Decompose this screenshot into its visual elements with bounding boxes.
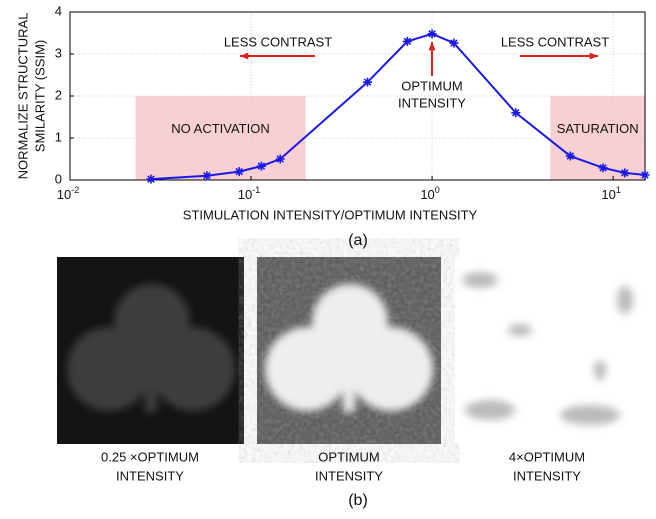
shaded-region [550, 96, 645, 180]
x-tick-base: 10 [57, 187, 71, 202]
marker [640, 170, 650, 180]
marker [234, 167, 244, 177]
x-tick-label: 101 [601, 185, 620, 202]
x-tick-label: 10-2 [57, 185, 79, 202]
marker [363, 77, 373, 87]
marker [565, 151, 575, 161]
y-tick-label: 0 [55, 171, 62, 186]
plot-frame [69, 11, 646, 181]
marker [598, 163, 608, 173]
annotation: LESS CONTRAST [501, 34, 609, 49]
y-axis-label: SMILARITY (SSIM) [32, 40, 47, 152]
marker [275, 154, 285, 164]
x-tick-base: 10 [238, 187, 252, 202]
x-tick-exponent: -2 [71, 185, 79, 195]
y-axis-label: NORMALIZE STRUCTURAL [15, 13, 30, 180]
image-1 [57, 257, 244, 444]
x-tick-label: 100 [420, 185, 439, 202]
x-tick-base: 10 [420, 187, 434, 202]
x-tick-label: 10-1 [238, 185, 260, 202]
y-tick-label: 4 [55, 3, 62, 18]
image-caption: OPTIMUM [318, 449, 379, 464]
arrow-head [589, 52, 598, 60]
annotation: OPTIMUM [401, 78, 462, 93]
image-3 [455, 257, 640, 444]
annotation: LESS CONTRAST [224, 34, 332, 49]
y-tick-label: 3 [55, 45, 62, 60]
x-tick-exponent: 0 [435, 185, 440, 195]
image-caption: INTENSITY [315, 468, 383, 483]
marker [620, 168, 630, 178]
marker [202, 171, 212, 181]
region-label: NO ACTIVATION [171, 121, 269, 136]
panel-label: (a) [348, 232, 368, 249]
x-tick-exponent: -1 [252, 185, 260, 195]
marker [449, 38, 459, 48]
image-caption: INTENSITY [116, 468, 184, 483]
arrow-head [428, 42, 436, 51]
marker [511, 108, 521, 118]
image-caption: INTENSITY [513, 468, 581, 483]
y-tick-label: 1 [55, 129, 62, 144]
image-2 [257, 257, 441, 444]
marker [256, 161, 266, 171]
image-caption: 0.25 ×OPTIMUM [101, 449, 199, 464]
region-label: SATURATION [557, 121, 639, 136]
panel-label: (b) [348, 492, 368, 509]
x-tick-exponent: 1 [616, 185, 621, 195]
image-caption: 4×OPTIMUM [509, 449, 585, 464]
marker [146, 174, 156, 184]
y-tick-label: 2 [55, 87, 62, 102]
x-tick-base: 10 [601, 187, 615, 202]
marker [427, 29, 437, 39]
x-axis-label: STIMULATION INTENSITY/OPTIMUM INTENSITY [183, 207, 478, 222]
data-line [150, 32, 646, 181]
marker [402, 36, 412, 46]
arrow-head [240, 52, 249, 60]
annotation: INTENSITY [398, 95, 466, 110]
